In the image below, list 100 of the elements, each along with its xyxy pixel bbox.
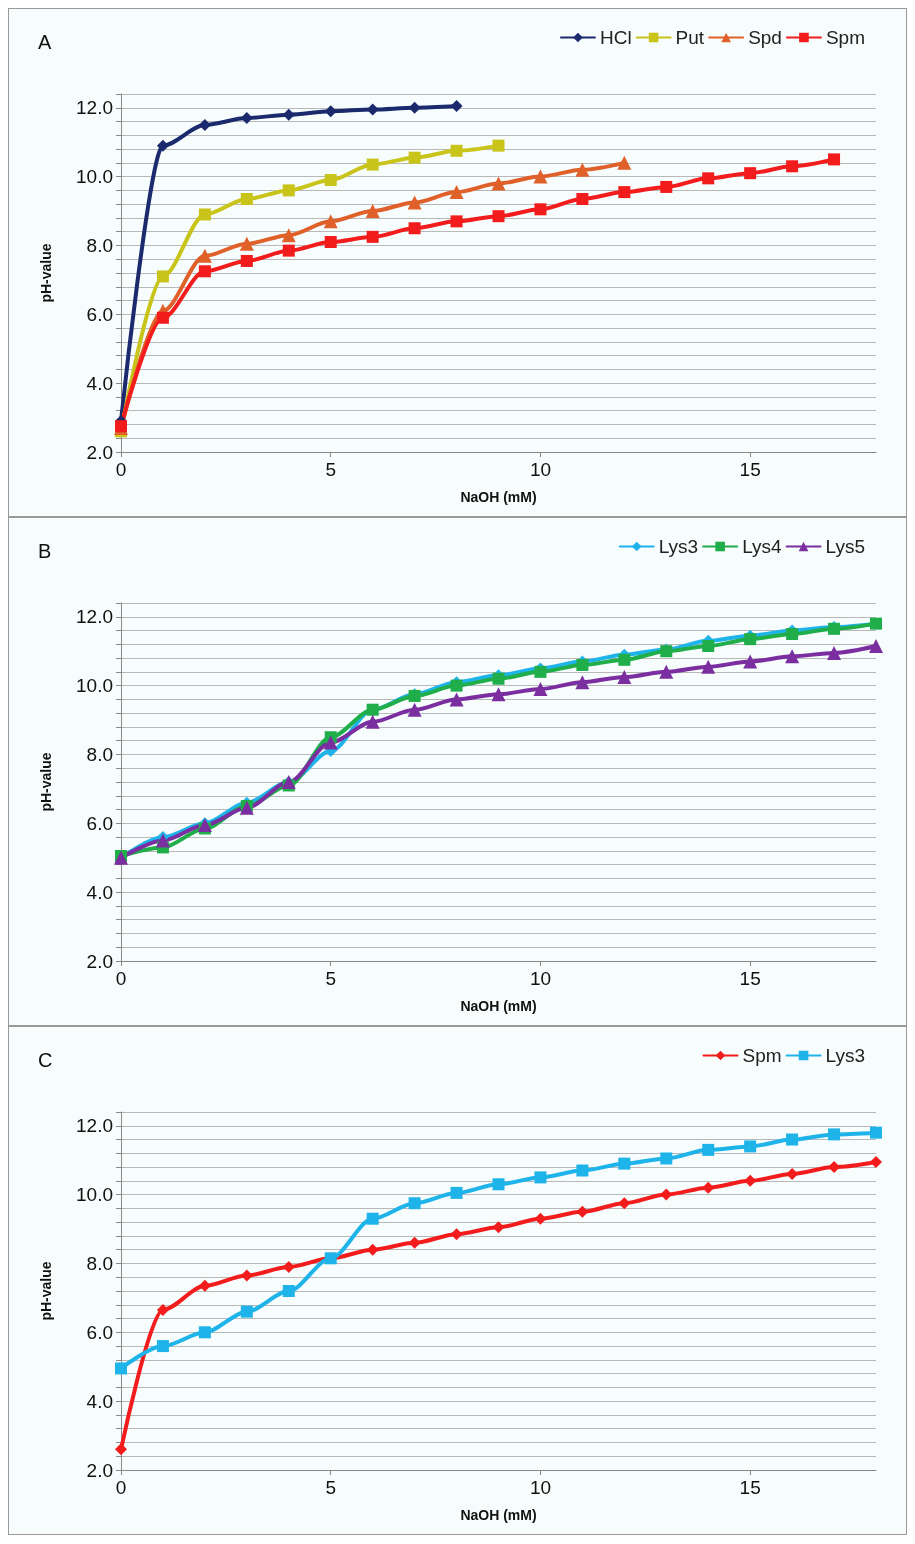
- x-axis-title: NaOH (mM): [460, 489, 537, 505]
- point: [617, 670, 632, 685]
- x-tick-label: 10: [529, 459, 552, 480]
- point: [407, 702, 422, 717]
- point: [324, 174, 337, 187]
- point: [240, 192, 253, 205]
- x-tick-label: 0: [115, 459, 127, 480]
- legend-label: Spd: [748, 27, 782, 48]
- point: [660, 1152, 673, 1165]
- y-tick-label: 6.0: [86, 1321, 113, 1343]
- point: [534, 203, 547, 216]
- y-tick-label: 4.0: [86, 1390, 113, 1412]
- point: [744, 167, 757, 180]
- y-tick-label: 10.0: [76, 675, 113, 697]
- point: [786, 1133, 799, 1146]
- point: [240, 1305, 253, 1318]
- point: [198, 1279, 211, 1292]
- point: [198, 265, 211, 278]
- point: [198, 1326, 211, 1339]
- x-tick-label: 0: [115, 1477, 127, 1498]
- y-tick-label: 10.0: [76, 1184, 113, 1206]
- y-tick-label: 12.0: [76, 1115, 113, 1137]
- y-tick-label: 6.0: [86, 303, 113, 325]
- x-tick-label: 15: [739, 459, 761, 480]
- point: [618, 1157, 631, 1170]
- y-tick-label: 8.0: [86, 234, 113, 256]
- point: [323, 735, 338, 750]
- point: [786, 160, 799, 173]
- chart-title: C: [38, 1049, 53, 1071]
- point: [618, 186, 631, 199]
- point: [198, 208, 211, 221]
- point: [617, 155, 632, 170]
- point: [576, 1164, 589, 1177]
- point: [156, 270, 169, 283]
- x-tick-label: 5: [325, 459, 337, 480]
- point: [156, 1340, 169, 1353]
- y-tick-label: 12.0: [76, 97, 113, 119]
- chart-title: B: [38, 540, 52, 562]
- point: [408, 151, 421, 164]
- point: [239, 236, 254, 251]
- point: [323, 214, 338, 229]
- legend-label: Lys3: [825, 1045, 866, 1066]
- point: [449, 692, 464, 707]
- y-tick-label: 8.0: [86, 1252, 113, 1274]
- y-tick-label: 2.0: [86, 950, 113, 972]
- y-tick-label: 4.0: [86, 881, 113, 903]
- point: [408, 1236, 421, 1249]
- point: [156, 311, 169, 324]
- x-tick-label: 10: [529, 1477, 552, 1498]
- point: [115, 1443, 127, 1456]
- point: [408, 1197, 421, 1210]
- y-tick-label: 12.0: [76, 606, 113, 628]
- point: [366, 230, 379, 243]
- point: [869, 639, 883, 654]
- x-tick-label: 5: [325, 1477, 337, 1498]
- chart-title: A: [38, 31, 52, 53]
- y-axis-title: pH-value: [38, 752, 54, 812]
- point: [366, 158, 379, 171]
- point: [702, 172, 715, 185]
- point: [785, 649, 800, 664]
- point: [115, 1362, 127, 1375]
- point: [197, 248, 212, 263]
- y-axis-title: pH-value: [38, 1261, 54, 1321]
- point: [450, 1186, 463, 1199]
- point: [533, 169, 548, 184]
- point: [744, 633, 757, 646]
- point: [575, 675, 590, 690]
- point: [659, 664, 674, 679]
- legend-label: Lys5: [825, 536, 866, 557]
- point: [365, 714, 380, 729]
- point: [660, 180, 673, 193]
- point: [408, 222, 421, 235]
- x-tick-label: 15: [739, 968, 761, 989]
- point: [744, 1140, 757, 1153]
- point: [407, 195, 422, 210]
- point: [449, 185, 464, 200]
- point: [827, 645, 842, 660]
- point: [450, 100, 463, 113]
- point: [450, 215, 463, 228]
- point: [491, 687, 506, 702]
- point: [701, 659, 716, 674]
- point: [240, 254, 253, 267]
- point: [492, 210, 505, 223]
- point: [365, 204, 380, 219]
- point: [282, 1285, 295, 1297]
- point: [743, 654, 758, 669]
- point: [702, 640, 715, 653]
- point: [155, 833, 170, 848]
- y-tick-label: 8.0: [86, 743, 113, 765]
- x-tick-label: 10: [529, 968, 552, 989]
- point: [492, 1178, 505, 1191]
- point: [870, 1155, 882, 1168]
- point: [575, 162, 590, 177]
- point: [533, 682, 548, 697]
- point: [702, 1143, 715, 1156]
- x-tick-label: 5: [325, 968, 337, 989]
- point: [576, 192, 589, 205]
- point: [366, 1212, 379, 1225]
- x-axis-title: NaOH (mM): [460, 998, 537, 1014]
- x-tick-label: 15: [739, 1477, 761, 1498]
